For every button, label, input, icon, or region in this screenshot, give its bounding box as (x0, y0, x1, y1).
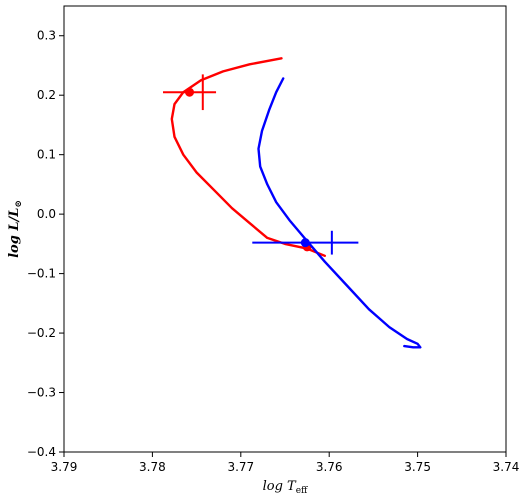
x-axis-title: log Teff (263, 479, 308, 496)
evolutionary-track-0 (170, 57, 326, 257)
x-tick-label: 3.79 (51, 460, 78, 474)
y-tick-label: −0.1 (27, 267, 56, 281)
evolutionary-track-1 (257, 77, 422, 349)
y-axis: −0.4 −0.3 −0.2 −0.1 0.0 0.1 0.2 0.3 (27, 29, 64, 459)
x-tick-label: 3.76 (316, 460, 343, 474)
y-tick-label: −0.3 (27, 386, 56, 400)
x-tick-label: 3.74 (493, 460, 520, 474)
y-tick-label: −0.4 (27, 445, 56, 459)
axes-frame (63, 5, 507, 453)
y-tick-label: −0.2 (27, 326, 56, 340)
data-point (300, 238, 310, 248)
y-tick-label: 0.3 (37, 29, 56, 43)
y-axis-title-subscript: ⊙ (14, 200, 24, 208)
x-tick-label: 3.75 (404, 460, 431, 474)
x-axis-title-main: log T (263, 479, 297, 494)
y-tick-label: 0.1 (37, 148, 56, 162)
plot-area (163, 57, 422, 349)
y-tick-label: 0.2 (37, 88, 56, 102)
y-axis-title: log L/L⊙ (7, 200, 24, 258)
data-point (185, 87, 195, 97)
x-tick-label: 3.77 (227, 460, 254, 474)
x-tick-label: 3.78 (139, 460, 166, 474)
y-tick-label: 0.0 (37, 207, 56, 221)
x-axis-title-subscript: eff (296, 486, 308, 496)
x-axis: 3.79 3.78 3.77 3.76 3.75 3.74 (51, 452, 520, 474)
y-axis-title-main: log L/L (7, 208, 22, 258)
